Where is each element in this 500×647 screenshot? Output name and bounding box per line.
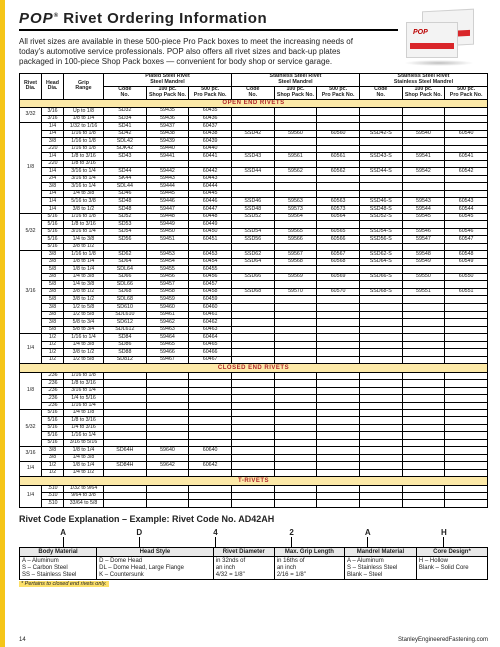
page-footer: 14 StanleyEngineeredFastening.com: [19, 637, 488, 643]
explain-footnote: * Pertains to closed end rivets only.: [19, 581, 109, 587]
title-rule: [19, 29, 398, 31]
title-rest: Rivet Ordering Information: [63, 10, 267, 27]
rivet-table: RivetDia.HeadDia.GripRangePlated Steel R…: [19, 73, 488, 508]
footer-site: StanleyEngineeredFastening.com: [398, 637, 488, 643]
explain-table: Body MaterialHead StyleRivet DiameterMax…: [19, 547, 488, 580]
brand: POP: [19, 10, 54, 27]
product-box-illustration: POP: [398, 6, 488, 66]
intro-text: All rivet sizes are available in these 5…: [19, 37, 359, 67]
page-title: POP® Rivet Ordering Information: [19, 10, 398, 27]
explain-diagram: AD42AH Body MaterialHead StyleRivet Diam…: [19, 528, 488, 587]
reg-mark: ®: [54, 13, 59, 19]
page-number: 14: [19, 637, 26, 643]
explain-heading: Rivet Code Explanation – Example: Rivet …: [19, 514, 488, 524]
